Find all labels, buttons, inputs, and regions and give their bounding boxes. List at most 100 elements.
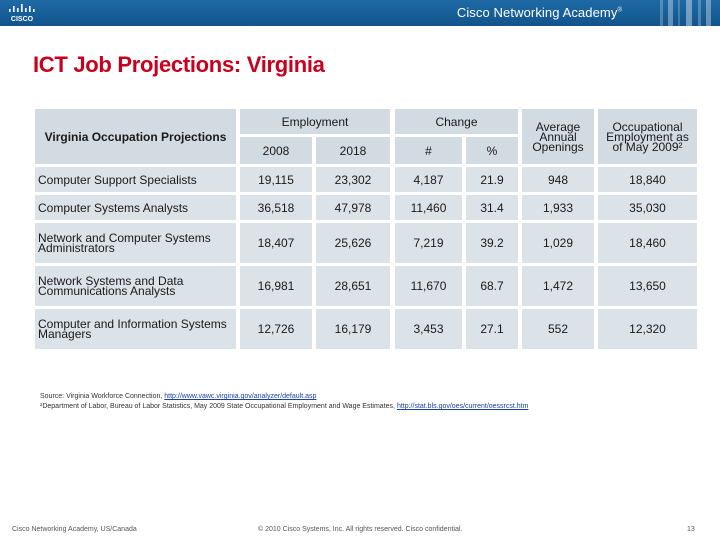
- cell-occupational: 35,030: [598, 195, 697, 220]
- cell-occupational: 18,460: [598, 223, 697, 263]
- col-2018-label: 2018: [339, 143, 367, 158]
- table-row-name: Computer Systems Analysts: [35, 195, 236, 220]
- value-openings: 1,029: [542, 236, 574, 250]
- value-2008: 12,726: [257, 322, 295, 336]
- cell-2008: 36,518: [240, 195, 312, 220]
- cell-change-number: 7,219: [395, 223, 462, 263]
- value-change-percent: 31.4: [480, 200, 504, 215]
- cell-change-percent: 68.7: [466, 266, 518, 306]
- cell-change-percent: 31.4: [466, 195, 518, 220]
- value-change-number: 4,187: [413, 172, 444, 187]
- header-change-percent: %: [466, 137, 518, 164]
- value-2018: 23,302: [334, 172, 372, 187]
- source-2-link[interactable]: http://stat.bls.gov/oes/current/oessrcst…: [396, 403, 529, 410]
- value-2018: 16,179: [334, 322, 372, 336]
- value-openings: 948: [547, 172, 569, 187]
- value-openings: 1,472: [542, 279, 574, 293]
- cell-change-percent: 27.1: [466, 309, 518, 349]
- cisco-logo: CISCO: [9, 4, 35, 23]
- cell-2018: 25,626: [316, 223, 390, 263]
- value-2008: 16,981: [257, 279, 295, 293]
- cell-change-number: 3,453: [395, 309, 462, 349]
- value-change-number: 11,670: [410, 279, 447, 293]
- cell-openings: 1,933: [522, 195, 594, 220]
- header-change: Change: [395, 109, 518, 134]
- table-row-name: Computer and Information Systems Manager…: [35, 309, 236, 349]
- value-change-number: 7,219: [413, 236, 444, 250]
- header-change-number: #: [395, 137, 462, 164]
- footer-copyright: © 2010 Cisco Systems, Inc. All rights re…: [258, 526, 463, 533]
- stripes-decoration: [660, 0, 711, 26]
- value-openings: 1,933: [542, 200, 574, 215]
- header-occupational: Occupational Employment as of May 2009²: [598, 109, 697, 164]
- value-occupational: 13,650: [629, 279, 666, 293]
- header-2018: 2018: [316, 137, 390, 164]
- cell-2018: 47,978: [316, 195, 390, 220]
- source-1-text: Source: Virginia Workforce Connection,: [40, 393, 165, 400]
- brand-text: Cisco Networking Academy: [456, 5, 618, 20]
- value-occupational: 12,320: [629, 322, 666, 336]
- brand-mark: ®: [617, 7, 622, 14]
- employment-group-label: Employment: [281, 114, 349, 129]
- value-occupational: 18,460: [629, 236, 666, 250]
- col-pct-label: %: [486, 143, 498, 158]
- page-number: 13: [687, 526, 695, 533]
- cell-2018: 28,651: [316, 266, 390, 306]
- cell-change-percent: 39.2: [466, 223, 518, 263]
- cell-openings: 948: [522, 167, 594, 192]
- value-2018: 47,978: [334, 200, 372, 215]
- occupational-label: Occupational Employment as of May 2009²: [606, 119, 689, 154]
- value-2008: 19,115: [258, 172, 294, 187]
- row-name-text: Computer Support Specialists: [38, 172, 197, 187]
- value-2008: 18,407: [257, 236, 295, 250]
- cell-2018: 16,179: [316, 309, 390, 349]
- cell-2008: 18,407: [240, 223, 312, 263]
- cell-change-number: 11,670: [395, 266, 462, 306]
- row-name-text: Computer Systems Analysts: [38, 200, 189, 215]
- source-line-2: ²Department of Labor, Bureau of Labor St…: [40, 403, 528, 410]
- top-bar: CISCO Cisco Networking Academy®: [0, 0, 720, 26]
- change-group-label: Change: [435, 114, 478, 129]
- cell-2008: 19,115: [240, 167, 312, 192]
- source-line-1: Source: Virginia Workforce Connection, h…: [40, 393, 316, 400]
- header-employment: Employment: [240, 109, 390, 134]
- logo-text: CISCO: [11, 16, 34, 23]
- value-change-percent: 68.7: [480, 279, 504, 293]
- cell-occupational: 13,650: [598, 266, 697, 306]
- table-row-name: Network Systems and Data Communications …: [35, 266, 236, 306]
- source-2-text: ²Department of Labor, Bureau of Labor St…: [40, 403, 397, 410]
- cell-2008: 12,726: [240, 309, 312, 349]
- value-occupational: 35,030: [629, 200, 666, 215]
- source-1-link[interactable]: http://www.vawc.virginia.gov/analyzer/de…: [164, 393, 317, 400]
- col-2008-label: 2008: [262, 143, 290, 158]
- value-change-percent: 39.2: [480, 236, 504, 250]
- cell-2018: 23,302: [316, 167, 390, 192]
- header-openings: Average Annual Openings: [522, 109, 594, 164]
- row-name-text: Network Systems and Data Communications …: [38, 274, 184, 298]
- cell-change-number: 11,460: [395, 195, 462, 220]
- cell-openings: 1,472: [522, 266, 594, 306]
- value-change-number: 3,453: [413, 322, 444, 336]
- header-row-label: Virginia Occupation Projections: [35, 109, 236, 164]
- row-name-text: Computer and Information Systems Manager…: [38, 317, 227, 341]
- value-2008: 36,518: [257, 200, 295, 215]
- row-name-text: Network and Computer Systems Administrat…: [38, 231, 211, 255]
- header-2008: 2008: [240, 137, 312, 164]
- cell-2008: 16,981: [240, 266, 312, 306]
- openings-label: Average Annual Openings: [532, 119, 584, 154]
- cell-occupational: 18,840: [598, 167, 697, 192]
- col-num-label: #: [425, 143, 432, 158]
- cell-change-number: 4,187: [395, 167, 462, 192]
- row-header-text: Virginia Occupation Projections: [44, 129, 227, 144]
- value-2018: 28,651: [334, 279, 372, 293]
- value-change-number: 11,460: [410, 200, 447, 215]
- value-change-percent: 27.1: [480, 322, 504, 336]
- table-row-name: Computer Support Specialists: [35, 167, 236, 192]
- value-2018: 25,626: [334, 236, 372, 250]
- cell-change-percent: 21.9: [466, 167, 518, 192]
- value-occupational: 18,840: [629, 172, 666, 187]
- cell-openings: 552: [522, 309, 594, 349]
- value-openings: 552: [547, 322, 569, 336]
- value-change-percent: 21.9: [480, 172, 504, 187]
- footer-left: Cisco Networking Academy, US/Canada: [12, 526, 137, 533]
